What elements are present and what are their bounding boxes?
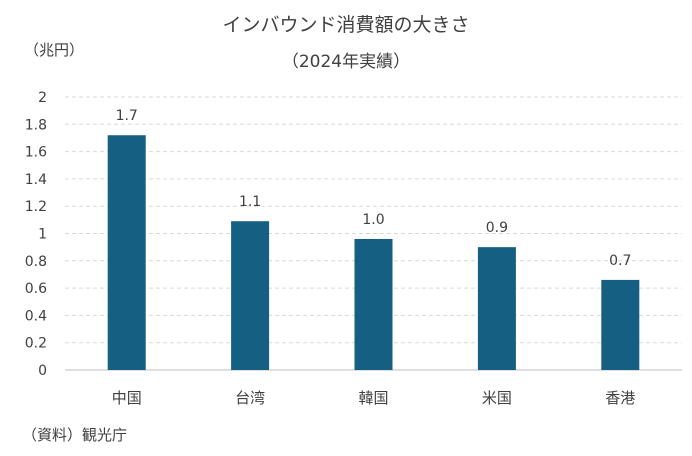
- y-tick-label: 0.6: [25, 281, 47, 297]
- x-tick-labels: 中国 台湾 韓国 米国 香港: [112, 389, 636, 407]
- x-tick-label: 韓国: [358, 389, 388, 407]
- data-label: 0.7: [609, 253, 631, 269]
- bar-2: [354, 238, 393, 370]
- y-tick-label: 1.4: [25, 172, 47, 188]
- y-tick-label: 0.4: [25, 308, 47, 324]
- x-tick-label: 中国: [112, 389, 142, 407]
- y-tick-label: 0: [38, 363, 47, 379]
- y-tick-label: 1.6: [25, 145, 47, 161]
- y-tick-label: 0.8: [25, 254, 47, 270]
- y-axis-unit-label: （兆円）: [24, 41, 84, 59]
- y-tick-label: 1.2: [25, 199, 47, 215]
- y-tick-label: 2: [38, 90, 47, 106]
- data-label: 0.9: [486, 220, 508, 236]
- bar-0: [107, 135, 146, 370]
- x-tick-label: 米国: [482, 389, 512, 407]
- data-label: 1.0: [362, 212, 384, 228]
- y-tick-labels: 0 0.2 0.4 0.6 0.8 1 1.2 1.4 1.6 1.8 2: [25, 90, 47, 379]
- y-tick-label: 0.2: [25, 336, 47, 352]
- chart-title: インバウンド消費額の大きさ: [222, 14, 469, 36]
- data-label: 1.7: [116, 108, 138, 124]
- x-tick-label: 香港: [605, 389, 635, 407]
- source-note: （資料）観光庁: [22, 426, 127, 444]
- bar-1: [231, 221, 270, 370]
- y-tick-label: 1.8: [25, 117, 47, 133]
- bar-4: [601, 279, 640, 370]
- y-tick-label: 1: [38, 227, 47, 243]
- x-tick-label: 台湾: [235, 389, 265, 407]
- chart-subtitle: （2024年実績）: [282, 52, 410, 72]
- bars: [107, 135, 640, 370]
- data-labels: 1.7 1.1 1.0 0.9 0.7: [116, 108, 632, 269]
- bar-3: [477, 247, 516, 370]
- data-label: 1.1: [239, 194, 261, 210]
